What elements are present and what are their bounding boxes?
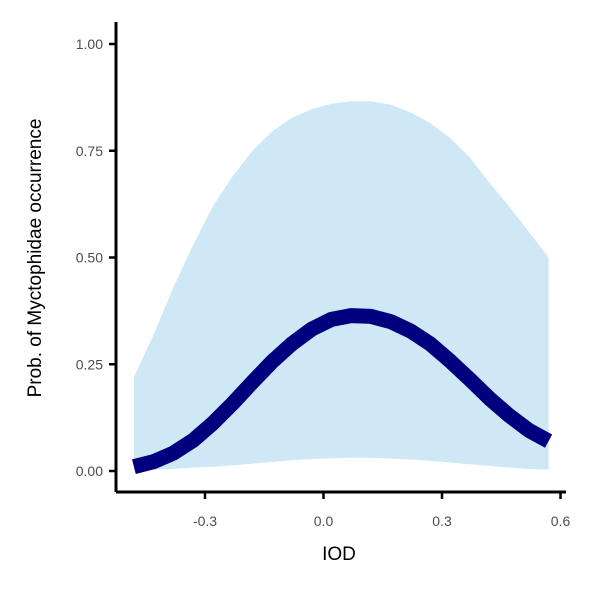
y-axis-ticks: 0.00 0.25 0.50 0.75 1.00: [76, 36, 116, 479]
x-tick-label: 0.6: [551, 513, 571, 529]
x-tick-label: 0.3: [432, 513, 452, 529]
y-tick-label: 0.75: [76, 143, 103, 159]
confidence-ribbon: [133, 101, 549, 471]
x-tick-label: 0.0: [314, 513, 334, 529]
fit-line: [132, 308, 553, 474]
y-tick-label: 0.25: [76, 356, 103, 372]
x-tick-label: -0.3: [193, 513, 217, 529]
y-tick-label: 0.00: [76, 463, 103, 479]
x-axis-title: IOD: [322, 544, 356, 565]
x-axis-ticks: -0.3 0.0 0.3 0.6: [193, 492, 571, 529]
y-tick-label: 1.00: [76, 36, 103, 52]
y-tick-label: 0.50: [76, 250, 103, 266]
y-axis-title: Prob. of Myctophidae occurrence: [25, 119, 46, 398]
